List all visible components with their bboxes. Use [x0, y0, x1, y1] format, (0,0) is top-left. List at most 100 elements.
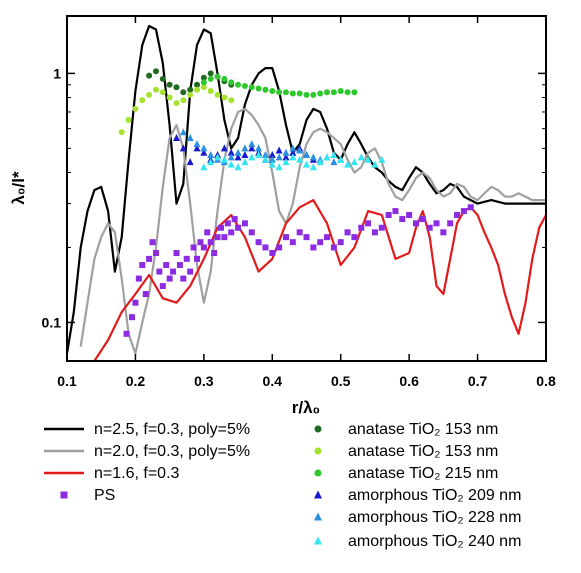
data-point: [330, 244, 337, 251]
series-line: [79, 107, 546, 355]
legend-swatch: [314, 425, 322, 433]
data-point: [214, 153, 222, 161]
data-point: [231, 216, 238, 223]
data-point: [412, 220, 419, 227]
data-point: [187, 86, 194, 93]
data-point: [173, 250, 180, 257]
x-tick-label: 0.5: [331, 373, 351, 389]
data-point: [309, 163, 317, 171]
data-point: [344, 89, 351, 96]
series-6-anatase-tio-215-nm: [200, 73, 358, 98]
data-point: [433, 220, 440, 227]
series-line: [93, 199, 546, 361]
legend-entry-anatase-tio-153-nm: anatase TiO₂ 153 nm: [314, 421, 498, 438]
legend-label: anatase TiO₂ 153 nm: [348, 421, 498, 438]
data-point: [248, 144, 256, 152]
data-point: [227, 160, 235, 168]
data-point: [289, 144, 297, 152]
data-point: [310, 244, 317, 251]
data-point: [224, 220, 231, 227]
x-tick-label: 0.6: [399, 373, 419, 389]
data-point: [186, 134, 194, 142]
legend-label: anatase TiO₂ 215 nm: [348, 465, 498, 482]
data-point: [211, 250, 218, 257]
data-point: [146, 91, 153, 98]
data-point: [282, 89, 289, 96]
data-point: [378, 155, 386, 163]
data-point: [149, 239, 156, 246]
data-point: [214, 234, 221, 241]
data-point: [261, 155, 269, 163]
x-tick-label: 0.7: [468, 373, 488, 389]
data-point: [309, 153, 317, 161]
legend-entry-n-2-5-f-0-3-poly-5: n=2.5, f=0.3, poly=5%: [44, 421, 250, 438]
data-point: [207, 87, 214, 94]
data-point: [261, 151, 269, 159]
legend-label: n=2.5, f=0.3, poly=5%: [94, 421, 250, 438]
data-point: [217, 224, 224, 231]
legend-swatch: [60, 491, 68, 499]
legend-entry-amorphous-tio-228-nm: amorphous TiO₂ 228 nm: [314, 509, 521, 526]
data-point: [187, 268, 194, 275]
y-axis-title: λ₀/l*: [9, 171, 28, 205]
data-point: [207, 239, 214, 246]
data-point: [152, 250, 159, 257]
data-point: [132, 105, 139, 112]
data-point: [303, 91, 310, 98]
legend-swatch: [314, 512, 322, 521]
data-point: [207, 70, 214, 77]
data-point: [289, 153, 297, 161]
data-point: [142, 291, 149, 298]
data-point: [214, 91, 221, 98]
data-point: [200, 163, 208, 171]
data-point: [234, 163, 242, 171]
legend-label: amorphous TiO₂ 228 nm: [348, 509, 521, 526]
data-point: [262, 86, 269, 93]
legend-label: n=1.6, f=0.3: [94, 465, 180, 482]
data-point: [135, 275, 142, 282]
data-point: [152, 86, 159, 93]
data-point: [289, 239, 296, 246]
legend: n=2.5, f=0.3, poly=5% n=2.0, f=0.3, poly=…: [44, 421, 521, 550]
data-point: [193, 140, 201, 148]
data-point: [193, 144, 201, 152]
data-point: [221, 94, 228, 101]
data-point: [330, 89, 337, 96]
x-tick-label: 0.2: [126, 373, 146, 389]
data-point: [324, 89, 331, 96]
data-point: [235, 224, 242, 231]
data-point: [385, 211, 392, 218]
data-point: [156, 268, 163, 275]
series-1-n-2-0-f-0-3-poly-5: [79, 107, 546, 355]
data-point: [358, 224, 365, 231]
x-tick-label: 0.8: [536, 373, 556, 389]
data-point: [159, 283, 166, 290]
axis-ticks: 0.1 0.2 0.3 0.4 0.5 0.6 0.7 0.8 0.1 1: [42, 16, 556, 389]
data-point: [426, 224, 433, 231]
data-point: [371, 229, 378, 236]
legend-label: amorphous TiO₂ 240 nm: [348, 533, 521, 550]
data-point: [289, 90, 296, 97]
data-point: [289, 148, 297, 156]
data-point: [276, 89, 283, 96]
data-point: [234, 153, 242, 161]
data-point: [241, 82, 248, 89]
data-point: [123, 330, 130, 337]
data-point: [190, 244, 197, 251]
data-point: [146, 72, 153, 79]
data-point: [255, 239, 262, 246]
data-point: [454, 211, 461, 218]
data-point: [364, 155, 372, 163]
data-point: [310, 91, 317, 98]
data-point: [330, 158, 338, 166]
legend-swatch: [314, 536, 322, 545]
data-point: [180, 275, 187, 282]
data-point: [275, 153, 283, 161]
data-point: [220, 155, 228, 163]
data-point: [296, 90, 303, 97]
data-point: [179, 144, 187, 152]
data-point: [262, 244, 269, 251]
data-point: [200, 148, 208, 156]
legend-entry-n-1-6-f-0-3: n=1.6, f=0.3: [44, 465, 180, 482]
data-point: [227, 153, 235, 161]
